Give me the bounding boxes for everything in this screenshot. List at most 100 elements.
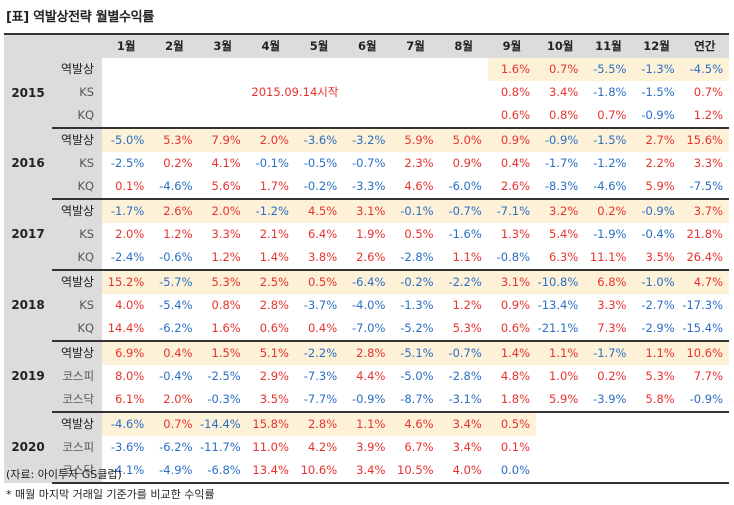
value-cell: -6.2% <box>159 440 193 454</box>
row-label: 코스피 <box>52 436 103 459</box>
value-cell: 3.9% <box>356 440 386 454</box>
value-cell: 1.1% <box>536 341 585 365</box>
value-cell: -15.4% <box>680 317 729 342</box>
value-cell: -3.1% <box>439 388 488 413</box>
strategy-row: 2015 역발상 1.6% 0.7% -5.5% -1.3% -4.5% <box>4 58 729 128</box>
value-cell: 1.0% <box>549 369 579 383</box>
value-cell: 2.6% <box>343 246 392 271</box>
value-cell: 5.3% <box>439 317 488 342</box>
value-cell: 1.4% <box>246 246 295 271</box>
value-cell: -0.7% <box>352 156 386 170</box>
value-cell: -0.7% <box>439 341 488 365</box>
value-cell: 2.0% <box>150 388 199 413</box>
value-cell: -11.7% <box>200 440 241 454</box>
value-cell: 5.9% <box>391 128 440 152</box>
value-cell <box>536 412 585 436</box>
header-cell: 5월 <box>294 33 344 58</box>
value-cell: 0.7% <box>150 412 199 436</box>
value-cell: 4.4% <box>356 369 386 383</box>
value-cell: -0.4% <box>641 227 675 241</box>
value-cell <box>536 459 585 484</box>
value-cell <box>680 459 729 484</box>
value-cell <box>102 104 151 129</box>
value-cell: -1.0% <box>632 270 681 294</box>
value-cell: 2.0% <box>198 199 247 223</box>
value-cell: 0.8% <box>536 104 585 129</box>
start-date-note: 2015.09.14시작 <box>102 81 488 104</box>
value-cell: -4.6% <box>102 412 151 436</box>
value-cell: -0.1% <box>255 156 289 170</box>
value-cell: 3.5% <box>632 246 681 271</box>
row-label: 역발상 <box>52 58 103 81</box>
value-cell: -3.3% <box>343 175 392 200</box>
value-cell: 0.6% <box>487 317 537 342</box>
index-row: 코스피 -3.6% -6.2% -11.7% 11.0% 4.2% 3.9% 6.7% 3.4%… <box>4 436 729 459</box>
value-cell: 5.6% <box>198 175 247 200</box>
value-cell: -21.1% <box>536 317 585 342</box>
value-cell: 0.7% <box>693 85 723 99</box>
value-cell: 15.6% <box>680 128 729 152</box>
row-label: 역발상 <box>52 412 103 436</box>
value-cell: -1.7% <box>102 199 151 223</box>
value-cell: 4.6% <box>391 412 440 436</box>
value-cell: 2.6% <box>150 199 199 223</box>
value-cell: 10.6% <box>294 459 344 484</box>
value-cell: 0.9% <box>452 156 482 170</box>
row-label: KS <box>52 81 103 104</box>
header-cell: 6월 <box>343 33 392 58</box>
value-cell: 21.8% <box>686 227 723 241</box>
header-cell: 9월 <box>487 33 537 58</box>
value-cell: 5.4% <box>549 227 579 241</box>
value-cell <box>150 104 199 129</box>
value-cell: -3.7% <box>303 298 338 312</box>
value-cell: -1.7% <box>584 341 633 365</box>
value-cell: 0.2% <box>163 156 193 170</box>
value-cell: 6.1% <box>102 388 151 413</box>
value-cell: 1.6% <box>198 317 247 342</box>
value-cell: 1.2% <box>452 298 482 312</box>
value-cell: -6.4% <box>343 270 392 294</box>
value-cell: 1.3% <box>500 227 531 241</box>
value-cell: 3.1% <box>343 199 392 223</box>
index-row: KS 4.0% -5.4% 0.8% 2.8% -3.7% -4.0% -1.3% 1.2% 0.… <box>4 294 729 317</box>
value-cell: 3.4% <box>343 459 392 484</box>
year-cell: 2019 <box>4 341 53 412</box>
value-cell: 7.9% <box>198 128 247 152</box>
row-label: KQ <box>52 317 103 342</box>
value-cell: 0.8% <box>500 85 531 99</box>
value-cell: 3.8% <box>294 246 344 271</box>
value-cell: 0.1% <box>500 440 531 454</box>
header-cell: 12월 <box>632 33 681 58</box>
value-cell: -0.2% <box>294 175 344 200</box>
value-cell: -7.1% <box>487 199 537 223</box>
value-cell: -6.0% <box>439 175 488 200</box>
value-cell: 0.4% <box>500 156 531 170</box>
strategy-row: 2020 역발상 -4.6% 0.7% -14.4% 15.8% 2.8% 1.1% 4.6% 3… <box>4 412 729 483</box>
table-title: [표] 역발상전략 월별수익률 <box>6 10 154 25</box>
value-cell: 0.6% <box>487 104 537 129</box>
value-cell: -2.2% <box>294 341 344 365</box>
value-cell: -3.6% <box>294 128 344 152</box>
value-cell: 0.5% <box>294 270 344 294</box>
value-cell: -5.5% <box>584 58 633 81</box>
value-cell: -4.5% <box>680 58 729 81</box>
value-cell: 11.0% <box>252 440 289 454</box>
value-cell: 5.8% <box>632 388 681 413</box>
value-cell: -1.2% <box>593 156 627 170</box>
value-cell: 3.7% <box>680 199 729 223</box>
header-cell: 8월 <box>439 33 488 58</box>
header-cell: 11월 <box>584 33 633 58</box>
value-cell: 1.1% <box>632 341 681 365</box>
value-cell: -7.3% <box>303 369 338 383</box>
value-cell: -8.7% <box>391 388 440 413</box>
header-cell: 10월 <box>536 33 585 58</box>
value-cell: -3.9% <box>584 388 633 413</box>
value-cell: -5.0% <box>102 128 151 152</box>
value-cell: 1.8% <box>487 388 537 413</box>
value-cell: 6.3% <box>536 246 585 271</box>
value-cell: 1.2% <box>680 104 729 129</box>
header-cell: 3월 <box>198 33 247 58</box>
value-cell: 5.9% <box>632 175 681 200</box>
value-cell: 10.5% <box>391 459 440 484</box>
value-cell: -2.7% <box>641 298 675 312</box>
